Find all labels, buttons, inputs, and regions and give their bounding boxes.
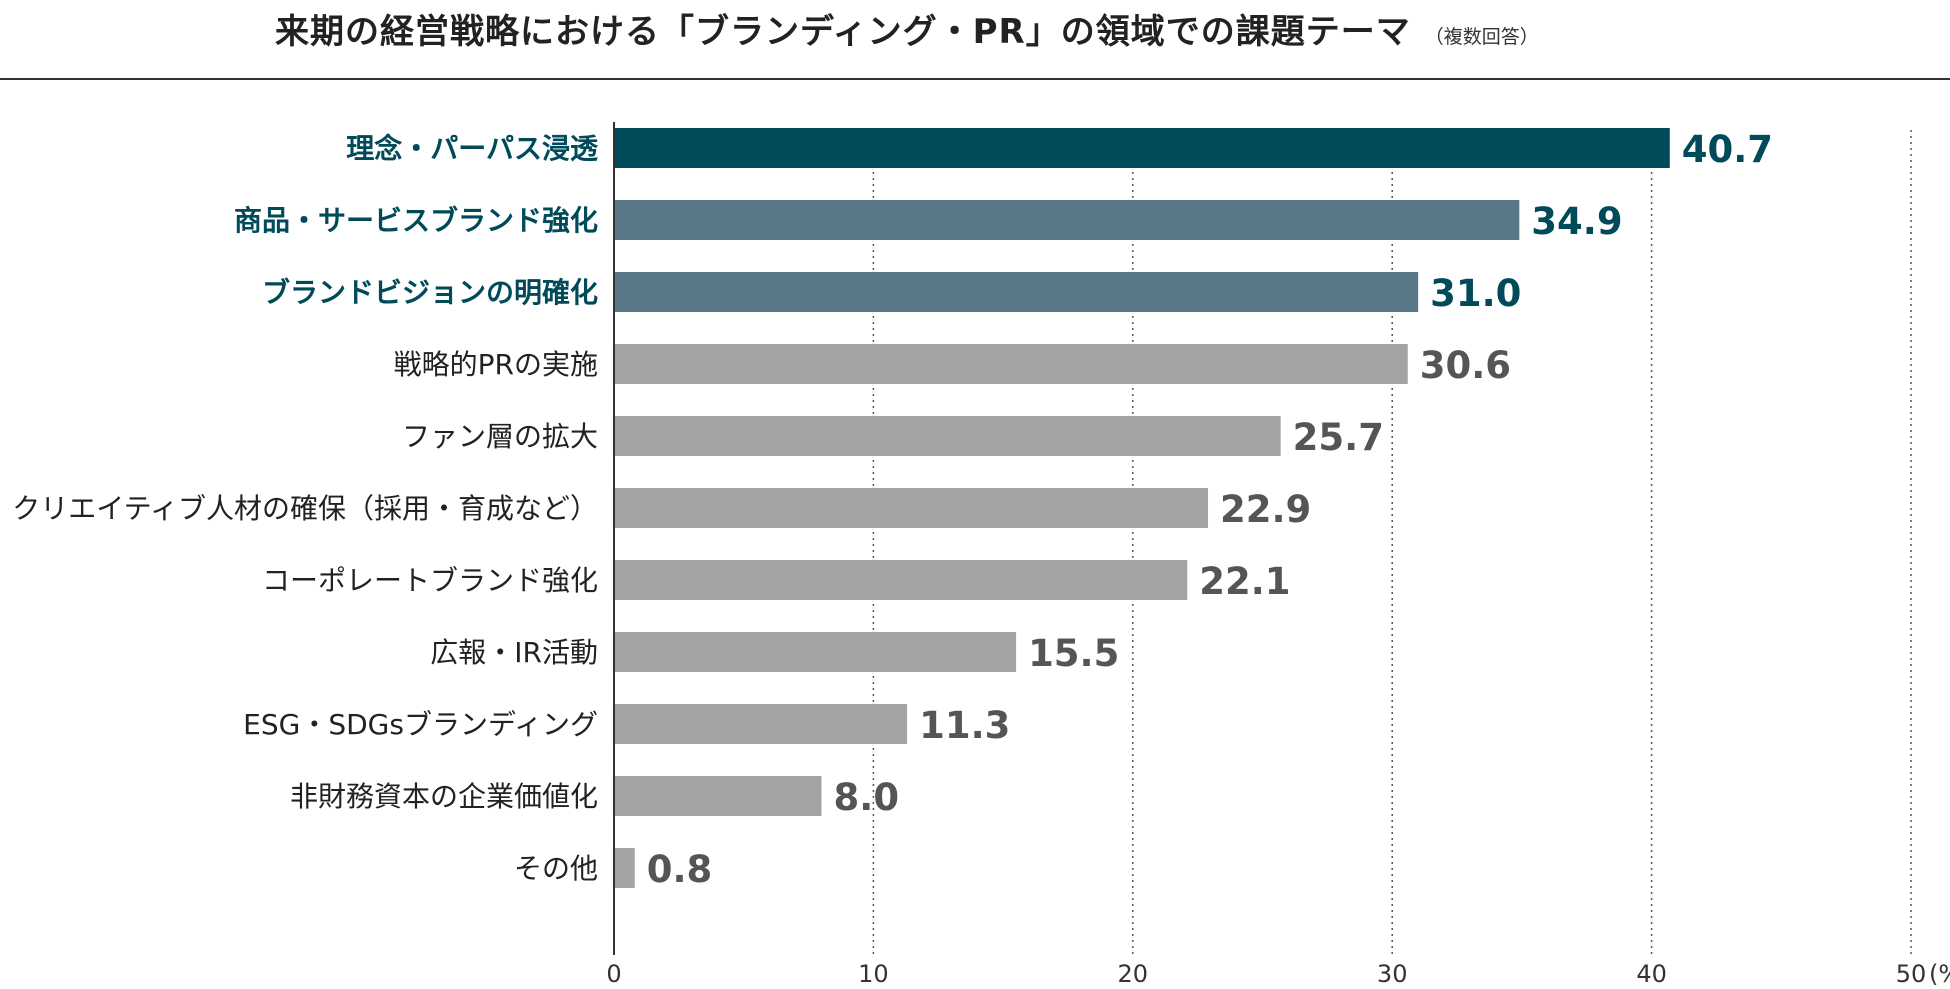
bar-4 (614, 416, 1281, 456)
value-label-0: 40.7 (1682, 128, 1773, 171)
value-label-6: 22.1 (1199, 560, 1290, 603)
chart-title-block: 来期の経営戦略における「ブランディング・PR」の領域での課題テーマ （複数回答） (275, 4, 1539, 53)
value-label-9: 8.0 (834, 776, 900, 819)
value-label-1: 34.9 (1531, 200, 1622, 243)
bar-2 (614, 272, 1419, 312)
category-label-10: その他 (514, 852, 598, 885)
bar-6 (614, 560, 1188, 600)
category-label-6: コーポレートブランド強化 (262, 564, 598, 597)
bar-1 (614, 200, 1520, 240)
value-label-3: 30.6 (1420, 344, 1511, 387)
tick-label-50: 50 (1896, 960, 1927, 988)
title-divider (0, 78, 1950, 80)
bar-0 (614, 128, 1670, 168)
value-label-10: 0.8 (647, 848, 713, 891)
bar-3 (614, 344, 1408, 384)
value-label-5: 22.9 (1220, 488, 1311, 531)
tick-label-10: 10 (858, 960, 889, 988)
bar-10 (614, 848, 635, 888)
value-label-8: 11.3 (919, 704, 1010, 747)
tick-label-20: 20 (1118, 960, 1149, 988)
bar-9 (614, 776, 822, 816)
category-label-2: ブランドビジョンの明確化 (262, 276, 598, 309)
axis-unit-label: (%) (1929, 960, 1950, 988)
category-label-3: 戦略的PRの実施 (394, 348, 598, 381)
category-label-9: 非財務資本の企業価値化 (290, 780, 598, 813)
category-label-0: 理念・パーパス浸透 (346, 132, 599, 165)
value-label-2: 31.0 (1430, 272, 1521, 315)
category-label-5: クリエイティブ人材の確保（採用・育成など） (12, 492, 598, 525)
category-label-8: ESG・SDGsブランディング (243, 708, 598, 741)
bars: 理念・パーパス浸透 40.7 商品・サービスブランド強化 34.9 ブランドビジョンの明… (12, 128, 1773, 891)
tick-label-0: 0 (606, 960, 621, 988)
bar-7 (614, 632, 1017, 672)
category-label-1: 商品・サービスブランド強化 (234, 204, 598, 237)
bar-5 (614, 488, 1209, 528)
category-label-7: 広報・IR活動 (430, 636, 598, 669)
grid-lines (872, 130, 1912, 955)
x-axis: 0 10 20 30 40 50(%) (606, 122, 1950, 988)
category-label-4: ファン層の拡大 (402, 420, 598, 453)
chart-subtitle: （複数回答） (1424, 26, 1539, 48)
value-label-7: 15.5 (1028, 632, 1119, 675)
chart-title: 来期の経営戦略における「ブランディング・PR」の領域での課題テーマ (275, 12, 1411, 52)
tick-label-30: 30 (1377, 960, 1408, 988)
value-label-4: 25.7 (1293, 416, 1384, 459)
tick-label-40: 40 (1636, 960, 1667, 988)
bar-8 (614, 704, 908, 744)
